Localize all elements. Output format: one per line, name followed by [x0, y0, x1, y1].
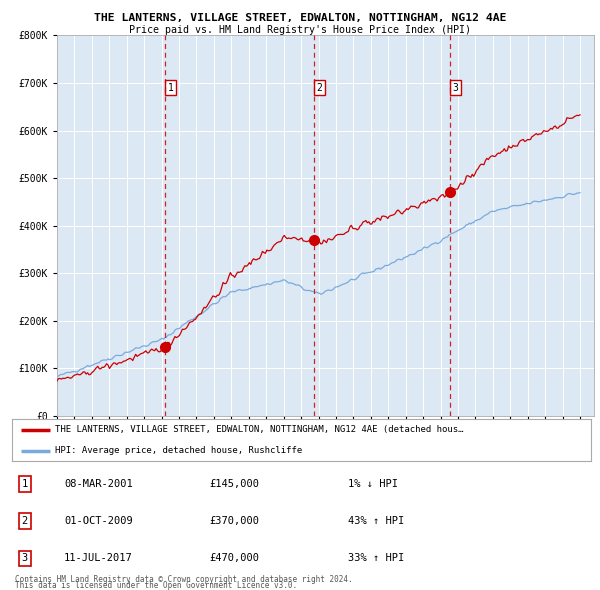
Text: 43% ↑ HPI: 43% ↑ HPI — [348, 516, 404, 526]
Text: This data is licensed under the Open Government Licence v3.0.: This data is licensed under the Open Gov… — [15, 581, 297, 590]
Text: 3: 3 — [22, 553, 28, 563]
Text: Contains HM Land Registry data © Crown copyright and database right 2024.: Contains HM Land Registry data © Crown c… — [15, 575, 353, 584]
Text: 08-MAR-2001: 08-MAR-2001 — [64, 479, 133, 489]
Text: HPI: Average price, detached house, Rushcliffe: HPI: Average price, detached house, Rush… — [55, 446, 302, 455]
Text: 01-OCT-2009: 01-OCT-2009 — [64, 516, 133, 526]
Text: 1% ↓ HPI: 1% ↓ HPI — [348, 479, 398, 489]
Text: THE LANTERNS, VILLAGE STREET, EDWALTON, NOTTINGHAM, NG12 4AE (detached hous…: THE LANTERNS, VILLAGE STREET, EDWALTON, … — [55, 425, 464, 434]
Text: 3: 3 — [452, 83, 458, 93]
Text: £145,000: £145,000 — [209, 479, 259, 489]
Text: £470,000: £470,000 — [209, 553, 259, 563]
Text: Price paid vs. HM Land Registry's House Price Index (HPI): Price paid vs. HM Land Registry's House … — [129, 25, 471, 35]
Text: 1: 1 — [167, 83, 173, 93]
Text: 33% ↑ HPI: 33% ↑ HPI — [348, 553, 404, 563]
Text: 2: 2 — [317, 83, 323, 93]
Text: 1: 1 — [22, 479, 28, 489]
Text: 11-JUL-2017: 11-JUL-2017 — [64, 553, 133, 563]
Text: £370,000: £370,000 — [209, 516, 259, 526]
Text: THE LANTERNS, VILLAGE STREET, EDWALTON, NOTTINGHAM, NG12 4AE: THE LANTERNS, VILLAGE STREET, EDWALTON, … — [94, 13, 506, 23]
Text: 2: 2 — [22, 516, 28, 526]
